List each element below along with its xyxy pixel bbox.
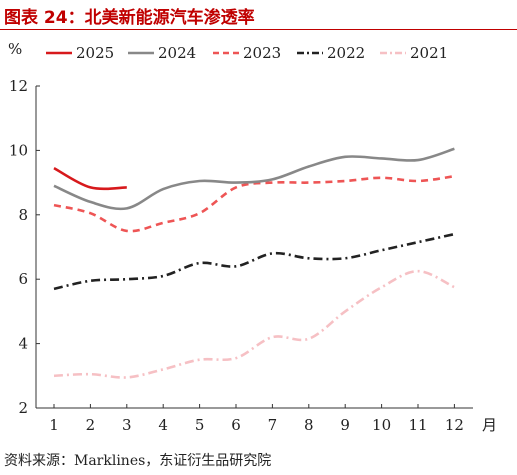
y-axis-label: % <box>8 40 22 58</box>
x-tick-label: 1 <box>49 416 59 434</box>
x-tick-label: 9 <box>340 416 350 434</box>
x-tick-label: 2 <box>86 416 96 434</box>
x-tick-label: 3 <box>122 416 132 434</box>
chart-area: 2 4 6 8 10 12 1 2 3 4 5 6 7 8 9 10 11 12% 月 2025 2024 2023 202… <box>0 30 517 445</box>
series-line-2021 <box>53 269 455 379</box>
x-tick-label: 5 <box>195 416 205 434</box>
x-tick-label: 12 <box>445 416 464 434</box>
series-line-2023 <box>53 174 455 233</box>
series-line-2022 <box>53 232 455 291</box>
x-tick-label: 6 <box>231 416 241 434</box>
legend-label-2024: 2024 <box>158 44 196 62</box>
series-line-2024 <box>53 147 455 211</box>
y-tick-label: 8 <box>18 206 28 224</box>
chart-title: 图表 24：北美新能源汽车渗透率 <box>4 8 255 28</box>
series-line-2025 <box>53 166 127 191</box>
y-tick-label: 10 <box>9 141 28 159</box>
x-tick-label: 11 <box>408 416 427 434</box>
title-divider <box>0 29 517 30</box>
x-tick-label: 7 <box>268 416 278 434</box>
legend-label-2023: 2023 <box>243 44 281 62</box>
legend-label-2021: 2021 <box>410 44 448 62</box>
x-tick-label: 10 <box>372 416 391 434</box>
x-tick-label: 8 <box>304 416 314 434</box>
legend-label-2025: 2025 <box>76 44 114 62</box>
y-tick-label: 6 <box>18 270 28 288</box>
source-note: 资料来源：Marklines，东证衍生品研究院 <box>4 453 272 469</box>
x-tick-label: 4 <box>158 416 168 434</box>
y-tick-label: 12 <box>9 77 28 95</box>
legend-label-2022: 2022 <box>327 44 365 62</box>
y-tick-label: 4 <box>18 335 28 353</box>
x-axis-label: 月 <box>482 416 497 434</box>
y-tick-label: 2 <box>18 399 28 417</box>
